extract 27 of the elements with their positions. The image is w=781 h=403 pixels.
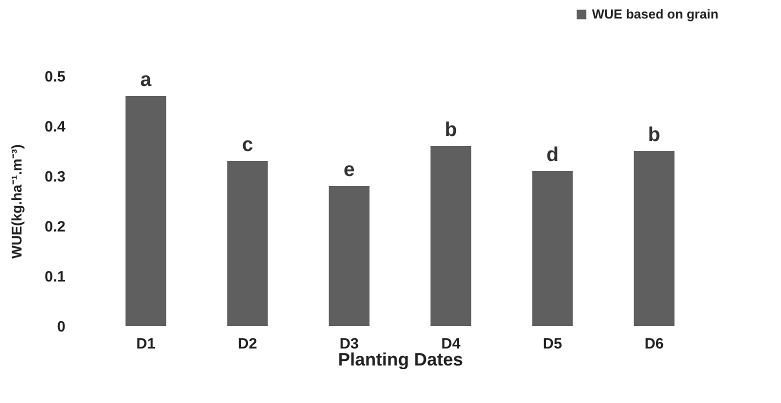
y-tick-label: 0 [57,318,66,336]
x-tick-label: D2 [238,336,258,352]
y-tick-label: 0.5 [44,68,66,86]
annotation: a [140,69,152,91]
y-tick-label: 0.2 [44,218,66,236]
x-tick-label: D1 [136,336,156,352]
bar [126,96,166,326]
annotation: e [344,159,355,181]
annotation: d [546,144,559,166]
bar [634,151,674,326]
annotation: b [444,119,457,141]
x-tick-label: D6 [644,336,664,352]
x-tick-label: D5 [542,336,562,352]
bar [328,186,370,326]
y-tick-label: 0.3 [44,168,66,186]
x-tick-label: D4 [441,336,462,352]
y-tick-label: 0.4 [44,118,66,136]
bar [430,146,472,326]
x-axis-title: Planting Dates [338,350,464,370]
bar [227,161,268,326]
bar [532,171,573,326]
y-axis-title: WUE(kg.ha⁻¹.m⁻³) [8,144,25,259]
annotation: c [242,134,254,156]
x-tick-label: D3 [340,336,359,352]
legend-label: WUE based on grain [592,6,718,22]
annotation: b [648,124,660,146]
y-tick-label: 0.1 [44,268,66,286]
